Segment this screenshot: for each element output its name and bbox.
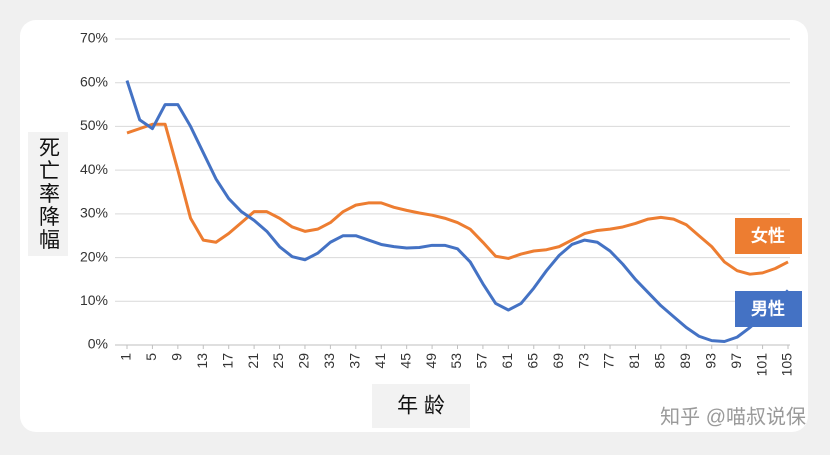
x-tick-label: 85 xyxy=(652,353,668,369)
line-series xyxy=(126,122,789,276)
legend-item: 女性 xyxy=(735,218,802,254)
x-tick-label: 93 xyxy=(702,353,718,369)
legend-label: 男性 xyxy=(751,298,785,318)
x-tick-label: 89 xyxy=(677,353,693,369)
y-tick-label: 20% xyxy=(80,248,108,264)
x-tick-label: 1 xyxy=(118,353,134,361)
x-tick-label: 57 xyxy=(474,353,490,369)
x-tick-label: 45 xyxy=(397,353,413,369)
x-tick-label: 37 xyxy=(347,353,363,369)
x-tick-label: 77 xyxy=(601,353,617,369)
y-tick-label: 40% xyxy=(80,161,108,177)
x-tick-label: 17 xyxy=(219,353,235,369)
x-tick-label: 53 xyxy=(448,353,464,369)
x-tick-label: 81 xyxy=(626,353,642,369)
y-tick-label: 30% xyxy=(80,205,108,221)
x-axis-label: 年 龄 xyxy=(397,395,445,418)
y-axis-label: 死亡率降幅 xyxy=(37,137,61,252)
y-label-box xyxy=(28,132,68,256)
legend-box xyxy=(735,291,802,327)
x-tick-label: 33 xyxy=(321,353,337,369)
x-tick-label: 13 xyxy=(194,353,210,369)
card xyxy=(20,20,808,432)
y-tick-label: 10% xyxy=(80,292,108,308)
legend-box xyxy=(735,218,802,254)
y-tick-label: 0% xyxy=(88,336,108,352)
x-tick-label: 21 xyxy=(245,353,261,369)
x-tick-label: 25 xyxy=(270,353,286,369)
x-tick-label: 101 xyxy=(753,353,769,377)
x-tick-label: 65 xyxy=(524,353,540,369)
x-tick-label: 9 xyxy=(169,353,185,361)
x-tick-label: 41 xyxy=(372,353,388,369)
x-label-box xyxy=(372,384,470,428)
x-tick-label: 97 xyxy=(728,353,744,369)
x-tick-label: 29 xyxy=(296,353,312,369)
legend-item: 男性 xyxy=(735,291,802,327)
x-tick-label: 61 xyxy=(499,353,515,369)
y-tick-label: 50% xyxy=(80,117,108,133)
x-tick-label: 49 xyxy=(423,353,439,369)
watermark: 知乎 @喵叔说保 xyxy=(660,405,806,428)
line-series xyxy=(125,80,790,343)
y-tick-label: 60% xyxy=(80,73,108,89)
y-tick-label: 70% xyxy=(80,30,108,46)
x-tick-label: 5 xyxy=(143,353,159,361)
x-tick-label: 73 xyxy=(575,353,591,369)
x-tick-label: 69 xyxy=(550,353,566,369)
x-tick-label: 105 xyxy=(779,353,795,377)
legend-label: 女性 xyxy=(751,225,785,245)
